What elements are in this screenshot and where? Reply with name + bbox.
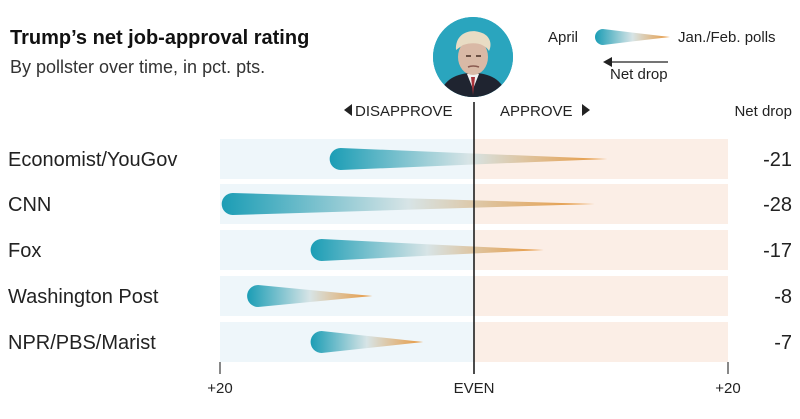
left-arrow-icon <box>344 104 352 116</box>
net-drop-value: -7 <box>774 332 792 354</box>
portrait-icon <box>433 17 513 97</box>
right-arrow-icon <box>582 104 590 116</box>
net-drop-value: -28 <box>763 194 792 216</box>
tick-label: +20 <box>207 380 232 397</box>
net-drop-value: -8 <box>774 286 792 308</box>
legend-wedge <box>595 29 670 45</box>
wedge-fox <box>310 239 544 261</box>
trump-portrait-avatar <box>433 17 513 97</box>
tick-label: EVEN <box>454 380 495 397</box>
pollster-label: Economist/YouGov <box>8 149 177 171</box>
wedge-npr-pbs-marist <box>310 331 424 353</box>
pollster-label: CNN <box>8 194 51 216</box>
wedge-washington-post <box>247 285 373 307</box>
legend-arrow-head <box>603 57 612 67</box>
disapprove-header: DISAPPROVE <box>355 103 453 120</box>
pollster-label: Fox <box>8 240 41 262</box>
tick-label: +20 <box>715 380 740 397</box>
chart-title: Trump’s net job-approval rating <box>10 27 310 49</box>
net-drop-value: -17 <box>763 240 792 262</box>
legend-april-label: April <box>548 29 579 46</box>
approve-band <box>474 276 728 316</box>
chart-subtitle: By pollster over time, in pct. pts. <box>10 57 266 77</box>
approve-band <box>474 322 728 362</box>
wedge-economist-yougov <box>329 148 608 170</box>
wedge-cnn <box>221 193 595 215</box>
net-drop-header: Net drop <box>734 103 792 120</box>
approve-header: APPROVE <box>500 103 573 120</box>
net-drop-value: -21 <box>763 149 792 171</box>
pollster-label: NPR/PBS/Marist <box>8 332 156 354</box>
pollster-label: Washington Post <box>8 286 159 308</box>
legend-net-drop-label: Net drop <box>610 66 668 83</box>
legend-jan-label: Jan./Feb. polls <box>678 29 776 46</box>
